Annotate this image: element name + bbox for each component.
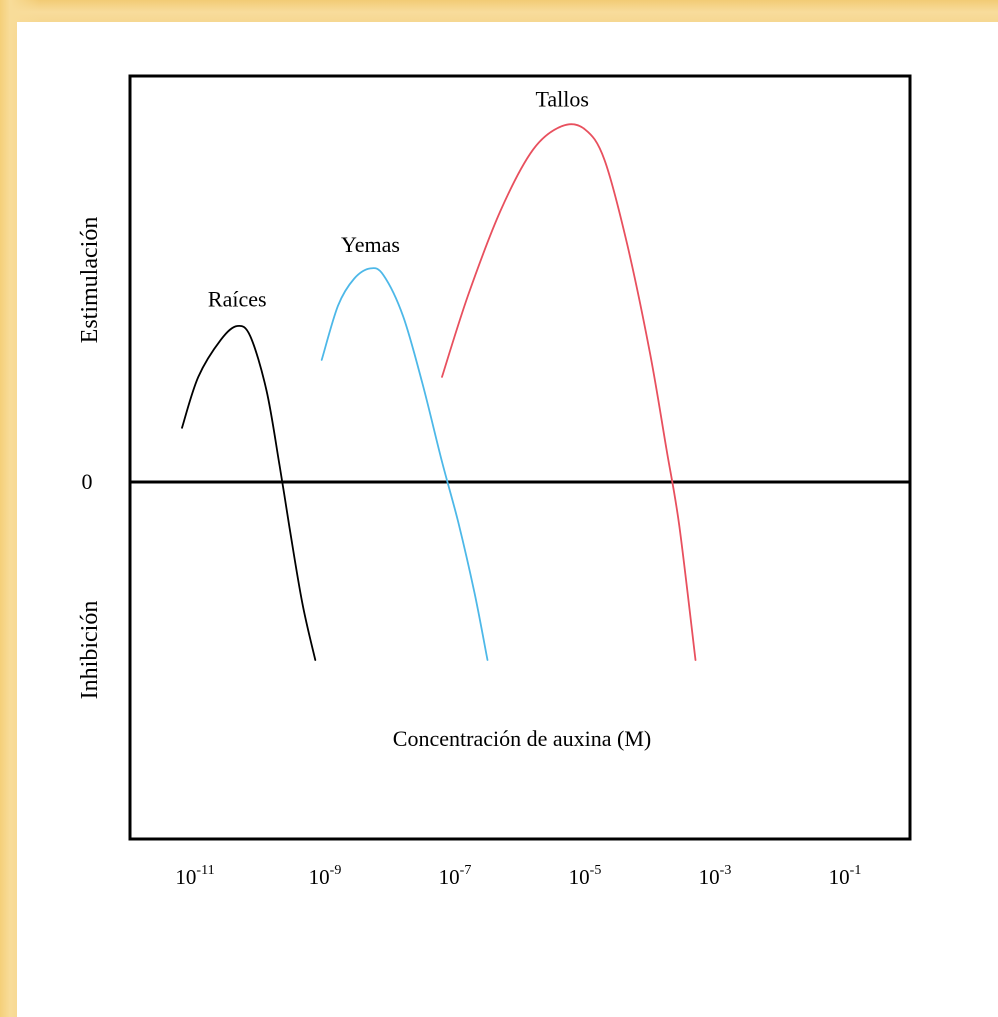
series-layer <box>181 123 697 661</box>
x-tick-label-neg5: 10-5 <box>569 863 602 889</box>
y-label-inhibition: Inhibición <box>77 601 103 700</box>
series-line-yemas <box>320 267 489 661</box>
x-tick-label-neg1: 10-1 <box>829 863 862 889</box>
series-line-tallos <box>441 123 697 661</box>
curve-label-raices: Raíces <box>208 286 267 311</box>
plot-frame <box>128 74 912 841</box>
curve-label-tallos: Tallos <box>536 86 589 111</box>
label-layer: 0 Estimulación Inhibición Concentración … <box>77 86 861 889</box>
x-tick-label-neg7: 10-7 <box>439 863 472 889</box>
auxin-response-chart: 0 Estimulación Inhibición Concentración … <box>77 74 912 889</box>
curve-label-yemas: Yemas <box>341 232 400 257</box>
x-tick-label-neg3: 10-3 <box>699 863 732 889</box>
chart-panel: 0 Estimulación Inhibición Concentración … <box>17 22 998 1017</box>
zero-label: 0 <box>82 469 93 494</box>
y-label-stimulation: Estimulación <box>77 217 103 344</box>
series-line-raices <box>181 324 317 661</box>
x-axis-label: Concentración de auxina (M) <box>393 726 651 751</box>
x-tick-label-neg11: 10-11 <box>175 863 214 889</box>
axes-layer <box>128 74 912 841</box>
x-tick-label-neg9: 10-9 <box>309 863 342 889</box>
